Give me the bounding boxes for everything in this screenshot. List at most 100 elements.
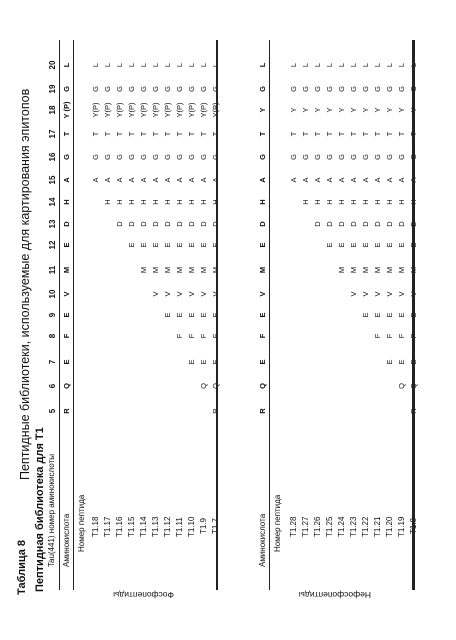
peptide-residue: D xyxy=(175,213,184,235)
nonphospho-sequence-residue: Q xyxy=(258,375,267,397)
peptide-residue: Y xyxy=(397,99,406,121)
library-subtitle: Пептидная библиотека для T1 xyxy=(34,427,46,592)
peptide-residue: H xyxy=(361,191,370,213)
nonphospho-sequence-residue: L xyxy=(258,54,267,76)
peptide-residue: D xyxy=(349,213,358,235)
nonphospho-sequence-residue: G xyxy=(258,146,267,168)
peptide-residue: M xyxy=(397,259,406,281)
nonphospho-sequence-residue: F xyxy=(258,325,267,347)
peptide-residue: F xyxy=(187,325,196,347)
peptide-residue: M xyxy=(139,259,148,281)
peptide-residue: G xyxy=(127,146,136,168)
column-number: 12 xyxy=(48,234,57,256)
peptide-residue: E xyxy=(337,234,346,256)
peptide-residue: L xyxy=(289,54,298,76)
peptide-residue: T xyxy=(289,123,298,145)
peptide-id: T1.11 xyxy=(175,517,184,537)
peptide-residue: E xyxy=(199,234,208,256)
peptide-residue: E xyxy=(361,304,370,326)
peptide-residue: D xyxy=(139,213,148,235)
peptide-residue: T xyxy=(349,123,358,145)
peptide-residue: D xyxy=(187,213,196,235)
peptide-residue: L xyxy=(127,54,136,76)
column-number: 14 xyxy=(48,191,57,213)
peptide-residue: L xyxy=(385,54,394,76)
peptide-residue: H xyxy=(301,191,310,213)
peptide-residue: L xyxy=(199,54,208,76)
peptide-residue: F xyxy=(373,325,382,347)
peptide-residue: T xyxy=(151,123,160,145)
phospho-sequence-residue: Q xyxy=(62,375,71,397)
phospho-aa-label: Аминокислота xyxy=(62,514,71,567)
peptide-residue: T xyxy=(175,123,184,145)
peptide-residue: Y xyxy=(349,99,358,121)
peptide-residue: M xyxy=(175,259,184,281)
peptide-residue: G xyxy=(361,78,370,100)
peptide-residue: E xyxy=(163,304,172,326)
peptide-residue: A xyxy=(397,169,406,191)
peptide-residue: E xyxy=(151,234,160,256)
peptide-residue: E xyxy=(397,351,406,373)
peptide-id: T1.12 xyxy=(163,517,172,537)
peptide-residue: G xyxy=(91,78,100,100)
peptide-residue: H xyxy=(127,191,136,213)
peptide-id: T1.16 xyxy=(115,517,124,537)
nonphospho-sequence-residue: H xyxy=(258,191,267,213)
column-number: 6 xyxy=(48,375,57,397)
peptide-residue: A xyxy=(199,169,208,191)
peptide-id: T1.13 xyxy=(151,517,160,537)
peptide-residue: H xyxy=(103,191,112,213)
peptide-residue: Y xyxy=(313,99,322,121)
peptide-residue: Y xyxy=(337,99,346,121)
peptide-residue: H xyxy=(397,191,406,213)
peptide-residue: G xyxy=(103,146,112,168)
peptide-residue: V xyxy=(187,283,196,305)
nonphospho-group-label: Нефосфопептиды xyxy=(298,590,370,600)
phospho-sequence-residue: G xyxy=(62,78,71,100)
peptide-residue: E xyxy=(385,351,394,373)
peptide-residue: T xyxy=(187,123,196,145)
nonphospho-sequence-residue: Y xyxy=(258,99,267,121)
peptide-residue: Y xyxy=(301,99,310,121)
peptide-residue: F xyxy=(385,325,394,347)
column-number: 9 xyxy=(48,304,57,326)
phospho-group-label: Фосфопептиды xyxy=(113,590,174,600)
column-number: 8 xyxy=(48,325,57,347)
peptide-residue: M xyxy=(151,259,160,281)
phospho-sequence-residue: F xyxy=(62,325,71,347)
peptide-residue: E xyxy=(373,304,382,326)
phospho-section-end xyxy=(216,40,218,590)
peptide-id: T1.18 xyxy=(91,517,100,537)
phospho-sequence-residue: L xyxy=(62,54,71,76)
peptide-residue: H xyxy=(175,191,184,213)
peptide-residue: D xyxy=(163,213,172,235)
peptide-residue: G xyxy=(397,146,406,168)
peptide-id: T1.14 xyxy=(139,517,148,537)
peptide-residue: H xyxy=(163,191,172,213)
peptide-residue: Q xyxy=(199,375,208,397)
peptide-residue: T xyxy=(91,123,100,145)
peptide-residue: D xyxy=(397,213,406,235)
peptide-residue: A xyxy=(325,169,334,191)
peptide-residue: A xyxy=(337,169,346,191)
nonphospho-sequence-residue: V xyxy=(258,283,267,305)
phospho-sequence-residue: V xyxy=(62,283,71,305)
peptide-residue: A xyxy=(289,169,298,191)
peptide-residue: G xyxy=(385,146,394,168)
peptide-residue: L xyxy=(313,54,322,76)
peptide-residue: Y xyxy=(385,99,394,121)
phospho-sequence-residue: E xyxy=(62,234,71,256)
peptide-residue: H xyxy=(325,191,334,213)
peptide-residue: L xyxy=(103,54,112,76)
nonphospho-sequence-residue: R xyxy=(258,400,267,422)
nonphospho-sequence-residue: G xyxy=(258,78,267,100)
phospho-sequence-residue: A xyxy=(62,169,71,191)
peptide-id: T1.25 xyxy=(325,517,334,537)
peptide-residue: G xyxy=(91,146,100,168)
peptide-residue: H xyxy=(187,191,196,213)
peptide-residue: G xyxy=(151,78,160,100)
nonphospho-sequence-residue: A xyxy=(258,169,267,191)
peptide-residue: E xyxy=(175,304,184,326)
peptide-residue: H xyxy=(139,191,148,213)
